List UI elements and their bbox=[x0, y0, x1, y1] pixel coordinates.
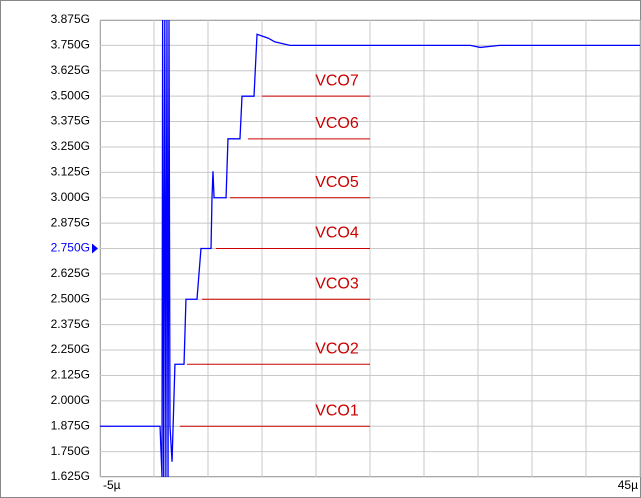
y-tick-label: 3.000G bbox=[51, 190, 90, 204]
level-label: VCO4 bbox=[315, 225, 359, 242]
x-tick-label: -5µ bbox=[103, 478, 121, 492]
y-tick-label: 2.875G bbox=[51, 215, 90, 229]
trace bbox=[100, 19, 640, 478]
level-label: VCO5 bbox=[315, 174, 359, 191]
level-label: VCO2 bbox=[315, 340, 359, 357]
level-label: VCO6 bbox=[315, 115, 359, 132]
level-label: VCO3 bbox=[315, 275, 359, 292]
y-tick-label: 3.250G bbox=[51, 139, 90, 153]
y-tick-label: 1.875G bbox=[51, 418, 90, 432]
y-tick-label: 3.375G bbox=[51, 114, 90, 128]
y-tick-label: 2.750G bbox=[51, 241, 90, 255]
x-tick-label: 45µ bbox=[618, 478, 638, 492]
y-tick-label: 1.625G bbox=[51, 469, 90, 483]
y-tick-label: 3.750G bbox=[51, 38, 90, 52]
y-tick-label: 2.500G bbox=[51, 291, 90, 305]
y-tick-label: 3.500G bbox=[51, 88, 90, 102]
y-tick-label: 1.750G bbox=[51, 444, 90, 458]
level-label: VCO7 bbox=[315, 72, 359, 89]
cursor-marker bbox=[92, 243, 98, 254]
level-label: VCO1 bbox=[315, 402, 359, 419]
y-tick-label: 3.625G bbox=[51, 63, 90, 77]
y-tick-label: 2.250G bbox=[51, 342, 90, 356]
y-tick-label: 2.000G bbox=[51, 393, 90, 407]
y-tick-label: 3.125G bbox=[51, 165, 90, 179]
y-tick-label: 3.875G bbox=[51, 12, 90, 26]
y-tick-label: 2.125G bbox=[51, 368, 90, 382]
y-tick-label: 2.625G bbox=[51, 266, 90, 280]
y-tick-label: 2.375G bbox=[51, 317, 90, 331]
